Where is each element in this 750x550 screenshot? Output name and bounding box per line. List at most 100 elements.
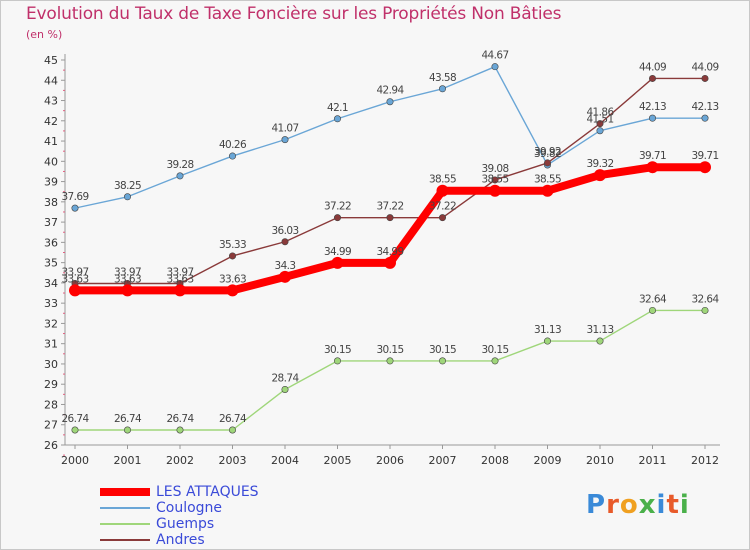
data-point (333, 357, 341, 365)
logo-letter: P (586, 490, 607, 520)
x-tick-label: 2012 (691, 454, 719, 467)
logo-letter: i (656, 490, 667, 520)
y-tick-label: 43 (44, 95, 58, 108)
data-label: 41.86 (586, 107, 614, 119)
proxiti-logo: Proxiti (586, 490, 690, 520)
data-label: 37.22 (324, 201, 351, 213)
data-point (333, 115, 341, 123)
y-tick-label: 36 (44, 236, 58, 249)
y-tick-label: 26 (44, 439, 58, 452)
x-tick-label: 2011 (639, 454, 667, 467)
data-label: 37.22 (429, 201, 456, 213)
data-point (596, 337, 604, 345)
data-point (281, 238, 289, 246)
data-point (281, 385, 289, 393)
data-label: 42.1 (327, 102, 348, 114)
data-label: 31.13 (534, 324, 561, 336)
x-tick-label: 2010 (586, 454, 614, 467)
y-tick-label: 30 (44, 358, 58, 371)
data-label: 30.15 (481, 344, 508, 356)
chart-subtitle: (en %) (26, 28, 63, 41)
data-label: 35.33 (219, 239, 246, 251)
data-label: 32.64 (639, 293, 667, 305)
data-label: 44.67 (481, 50, 508, 62)
data-label: 26.74 (219, 413, 247, 425)
data-label: 44.09 (639, 61, 666, 73)
data-point (491, 357, 499, 365)
data-point (176, 172, 184, 180)
data-label: 40.26 (219, 139, 247, 151)
data-point (648, 114, 656, 122)
legend-swatch (100, 539, 150, 541)
data-point (279, 270, 291, 283)
data-label: 39.92 (534, 146, 561, 158)
x-tick-label: 2002 (166, 454, 194, 467)
data-point (489, 184, 501, 197)
data-label: 34.99 (324, 246, 351, 258)
data-point (491, 176, 499, 184)
data-label: 41.51 (586, 114, 613, 126)
logo-letter: r (606, 490, 620, 520)
data-label: 42.13 (691, 101, 718, 113)
data-point (543, 159, 551, 167)
data-point (229, 252, 237, 260)
legend-swatch (100, 523, 150, 525)
data-label: 33.63 (114, 273, 141, 285)
y-tick-label: 41 (44, 135, 58, 148)
logo-letter: o (619, 490, 639, 520)
data-label: 42.13 (639, 101, 666, 113)
data-label: 39.71 (691, 150, 718, 162)
data-point (701, 306, 709, 314)
data-label: 37.22 (376, 201, 403, 213)
data-label: 26.74 (166, 413, 194, 425)
data-point (648, 306, 656, 314)
data-label: 33.97 (114, 267, 141, 279)
data-point (386, 98, 394, 106)
data-label: 36.03 (271, 225, 298, 237)
x-tick-label: 2008 (481, 454, 509, 467)
data-point (71, 204, 79, 212)
data-point (438, 214, 446, 222)
data-label: 34.3 (275, 260, 296, 272)
data-point (386, 214, 394, 222)
data-point (596, 127, 604, 135)
data-point (331, 256, 344, 269)
data-point (121, 284, 134, 297)
data-label: 26.74 (114, 413, 142, 425)
y-tick-label: 35 (44, 257, 58, 270)
data-label: 44.09 (691, 61, 718, 73)
x-tick-label: 2000 (61, 454, 89, 467)
data-point (384, 256, 396, 269)
data-point (596, 120, 604, 128)
data-point (438, 357, 446, 365)
data-label: 26.74 (61, 413, 89, 425)
data-label: 43.58 (429, 72, 456, 84)
y-tick-label: 42 (44, 115, 58, 128)
legend-label: Guemps (156, 516, 215, 532)
data-label: 30.15 (324, 344, 351, 356)
y-tick-label: 39 (44, 176, 58, 189)
x-tick-label: 2003 (219, 454, 247, 467)
y-tick-label: 45 (44, 54, 58, 67)
data-label: 33.63 (219, 273, 246, 285)
y-tick-label: 33 (44, 297, 58, 310)
data-point (594, 169, 606, 182)
data-point (701, 74, 709, 82)
y-tick-label: 37 (44, 216, 58, 229)
data-point (541, 184, 554, 197)
data-label: 33.63 (61, 273, 88, 285)
x-tick-label: 2001 (114, 454, 142, 467)
x-tick-label: 2006 (376, 454, 404, 467)
data-label: 28.74 (271, 372, 299, 384)
data-label: 34.99 (376, 246, 403, 258)
chart-title: Evolution du Taux de Taxe Foncière sur l… (26, 4, 562, 24)
data-point (438, 85, 446, 93)
data-point (229, 426, 237, 434)
data-label: 37.69 (61, 191, 88, 203)
data-point (226, 284, 239, 297)
data-label: 39.71 (639, 150, 666, 162)
data-point (69, 284, 81, 297)
data-label: 39.82 (534, 148, 561, 160)
